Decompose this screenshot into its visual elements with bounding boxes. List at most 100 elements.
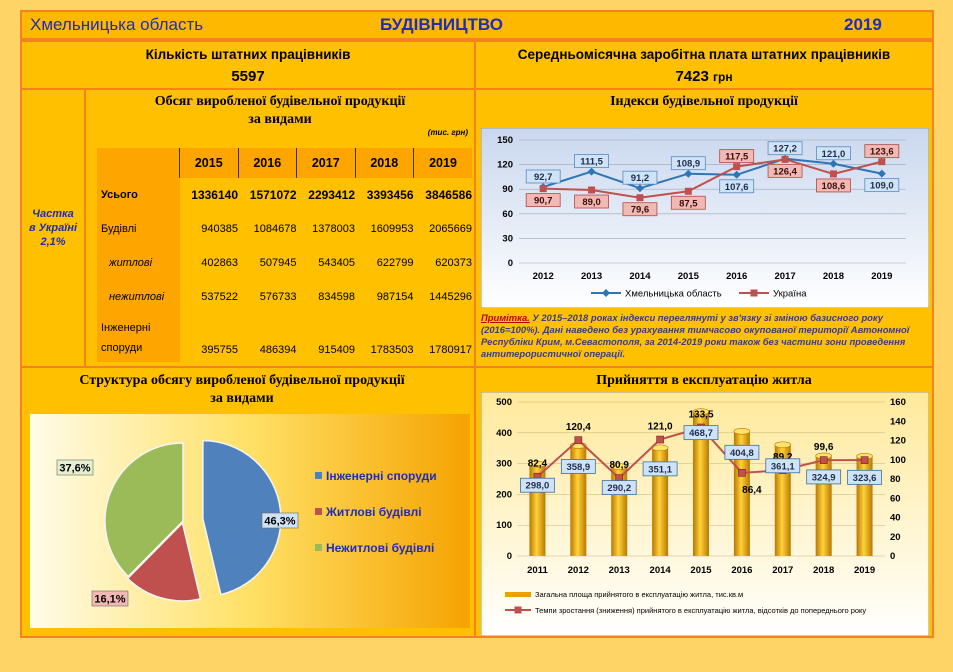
data-label-box — [574, 194, 609, 209]
data-label: 358,9 — [566, 462, 590, 473]
section-title: БУДІВНИЦТВО — [380, 15, 503, 34]
series-point — [636, 194, 644, 202]
data-label-box — [574, 154, 609, 168]
legend-label: Темпи зростання (зниження) прийнятого в … — [535, 606, 866, 615]
x-tick-label: 2017 — [772, 565, 793, 576]
series-point — [732, 170, 741, 179]
volume-unit: (тис. грн) — [427, 128, 468, 137]
table-cell: 543405 — [318, 257, 355, 269]
data-label-box — [670, 156, 706, 171]
data-label: 91,2 — [631, 173, 650, 184]
x-tick-label: 2016 — [731, 565, 752, 576]
data-label: 86,4 — [742, 485, 762, 496]
data-label-box — [816, 178, 851, 193]
share-value: 2,1% — [40, 236, 66, 248]
data-label: 46,3% — [264, 516, 295, 528]
y-tick-label: 500 — [496, 397, 512, 408]
data-label: 109,0 — [870, 181, 894, 192]
data-label-box — [520, 477, 555, 493]
y-tick-label: 90 — [502, 184, 513, 195]
legend-marker — [315, 544, 322, 551]
row-label: Інженерні споруди — [97, 314, 180, 362]
table-cell: 395755 — [201, 344, 238, 356]
y2-tick-label: 140 — [890, 416, 906, 427]
data-label-box — [91, 590, 129, 607]
data-label-box — [806, 469, 842, 485]
series-point — [877, 169, 886, 178]
data-label-box — [622, 170, 658, 185]
share-label-2: в Україні — [28, 222, 78, 234]
table-row: Інженерні споруди 395755 486394 915409 1… — [97, 314, 472, 362]
x-tick-label: 2016 — [726, 271, 747, 282]
data-label-box — [56, 459, 94, 476]
data-label-box — [525, 169, 561, 184]
data-label-box — [719, 179, 755, 194]
data-label-box — [767, 141, 803, 156]
bar-top — [774, 441, 792, 449]
data-label-box — [601, 480, 637, 496]
data-label: 108,6 — [822, 181, 846, 192]
legend-marker — [750, 289, 758, 297]
x-tick-label: 2014 — [650, 565, 672, 576]
salary-unit: грн — [712, 70, 733, 84]
legend-marker — [514, 606, 522, 614]
x-tick-label: 2015 — [690, 565, 712, 576]
year-title: 2019 — [844, 15, 882, 34]
data-label-box — [642, 461, 678, 477]
series-point — [539, 185, 547, 193]
volume-title-2: за видами — [248, 112, 312, 127]
bar-top — [692, 408, 710, 415]
data-label: 468,7 — [689, 428, 713, 439]
series-point — [819, 456, 828, 464]
y2-tick-label: 60 — [890, 493, 901, 504]
y2-tick-label: 160 — [890, 397, 906, 408]
series-point — [829, 159, 838, 168]
series-point — [684, 169, 693, 178]
legend-label: Загальна площа прийнятого в експлуатацію… — [535, 590, 743, 599]
table-cell: 2293412 — [308, 188, 355, 202]
data-label: 120,4 — [566, 422, 591, 433]
salary-value-line: 7423 грн — [476, 68, 932, 85]
bar-top — [610, 463, 628, 470]
data-label: 121,0 — [822, 149, 846, 160]
housing-title: Прийняття в експлуатацію житла — [596, 373, 812, 388]
structure-panel: Структура обсягу виробленої будівельної … — [20, 366, 476, 638]
data-label-box — [864, 178, 900, 193]
volume-year: 2018 — [354, 148, 414, 178]
data-label-box — [847, 469, 882, 485]
data-label-box — [261, 512, 299, 529]
y-tick-label: 60 — [502, 209, 513, 220]
data-label-box — [724, 444, 760, 460]
legend-marker — [315, 472, 322, 479]
series-point — [684, 187, 692, 195]
legend-marker — [602, 289, 610, 297]
data-label: 82,4 — [528, 459, 548, 470]
table-cell: 987154 — [376, 291, 414, 303]
table-cell: 3846586 — [425, 188, 472, 202]
series-point — [587, 167, 596, 176]
table-cell: 1609953 — [370, 223, 414, 235]
data-label: 108,9 — [676, 159, 700, 170]
bar — [733, 431, 750, 556]
data-label: 123,6 — [870, 147, 894, 158]
table-cell: 402863 — [201, 257, 238, 269]
data-label: 79,6 — [631, 205, 650, 216]
salary-panel: Середньомісячна заробітна плата штатних … — [474, 40, 934, 90]
y-tick-label: 120 — [497, 160, 513, 171]
table-cell: 537522 — [201, 291, 238, 303]
y2-tick-label: 120 — [890, 436, 906, 447]
table-cell: 3393456 — [366, 188, 414, 202]
data-label: 404,8 — [730, 448, 754, 459]
data-label-box — [670, 195, 706, 210]
x-tick-label: 2018 — [813, 565, 834, 576]
table-cell: 1445296 — [429, 291, 472, 303]
region-title: Хмельницька область — [30, 15, 204, 34]
volume-title-1: Обсяг виробленої будівельної продукції — [154, 94, 406, 109]
note-text: У 2015–2018 роках індекси переглянуті у … — [481, 312, 910, 359]
table-cell: 940385 — [201, 223, 238, 235]
note: Примітка. У 2015–2018 роках індекси пере… — [481, 312, 929, 360]
legend-marker — [505, 592, 531, 597]
series-point — [829, 170, 837, 178]
y-tick-label: 0 — [507, 551, 512, 562]
bar-top — [733, 428, 751, 435]
